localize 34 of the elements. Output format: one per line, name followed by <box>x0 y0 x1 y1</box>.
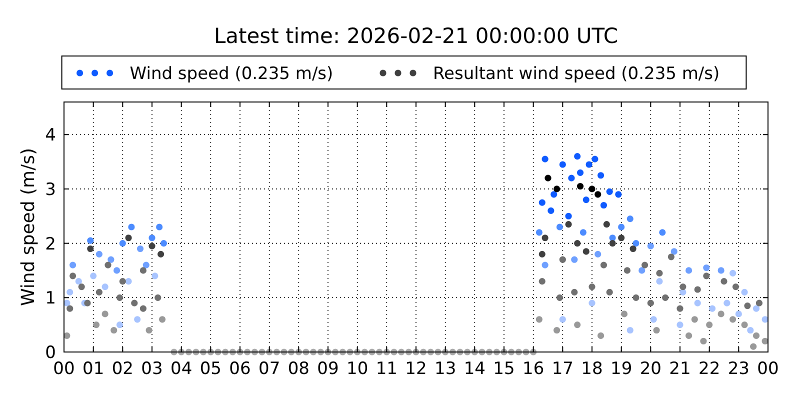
x-tick-label: 01 <box>82 359 104 379</box>
legend-label: Wind speed (0.235 m/s) <box>130 64 334 84</box>
legend-label: Resultant wind speed (0.235 m/s) <box>433 64 720 84</box>
x-tick-label: 20 <box>640 359 662 379</box>
y-tick-label: 3 <box>45 180 56 200</box>
y-tick-label: 1 <box>45 288 56 309</box>
x-tick-label: 21 <box>669 359 691 379</box>
x-tick-label: 17 <box>552 359 574 379</box>
chart-title: Latest time: 2026-02-21 00:00:00 UTC <box>214 24 618 48</box>
x-tick-label: 00 <box>757 359 779 379</box>
y-tick-label: 2 <box>45 234 56 254</box>
x-tick-label: 16 <box>522 359 544 379</box>
x-tick-label: 14 <box>464 359 486 379</box>
y-axis-title: Wind speed (m/s) <box>18 148 39 306</box>
x-tick-label: 05 <box>200 359 222 379</box>
x-tick-label: 19 <box>610 359 632 379</box>
x-tick-label: 15 <box>493 359 515 379</box>
x-tick-label: 09 <box>317 359 339 379</box>
x-tick-label: 18 <box>581 359 603 379</box>
y-tick-label: 4 <box>45 126 56 146</box>
y-tick-label: 0 <box>45 343 56 363</box>
x-tick-label: 22 <box>698 359 720 379</box>
x-tick-label: 04 <box>170 359 192 379</box>
x-tick-label: 13 <box>434 359 456 379</box>
x-tick-label: 03 <box>141 359 163 379</box>
x-tick-label: 08 <box>288 359 310 379</box>
x-tick-label: 07 <box>258 359 280 379</box>
x-tick-label: 12 <box>405 359 427 379</box>
x-tick-label: 06 <box>229 359 251 379</box>
x-tick-label: 02 <box>112 359 134 379</box>
x-tick-label: 00 <box>53 359 75 379</box>
x-tick-label: 11 <box>376 359 398 379</box>
x-tick-label: 10 <box>346 359 368 379</box>
x-tick-label: 23 <box>728 359 750 379</box>
